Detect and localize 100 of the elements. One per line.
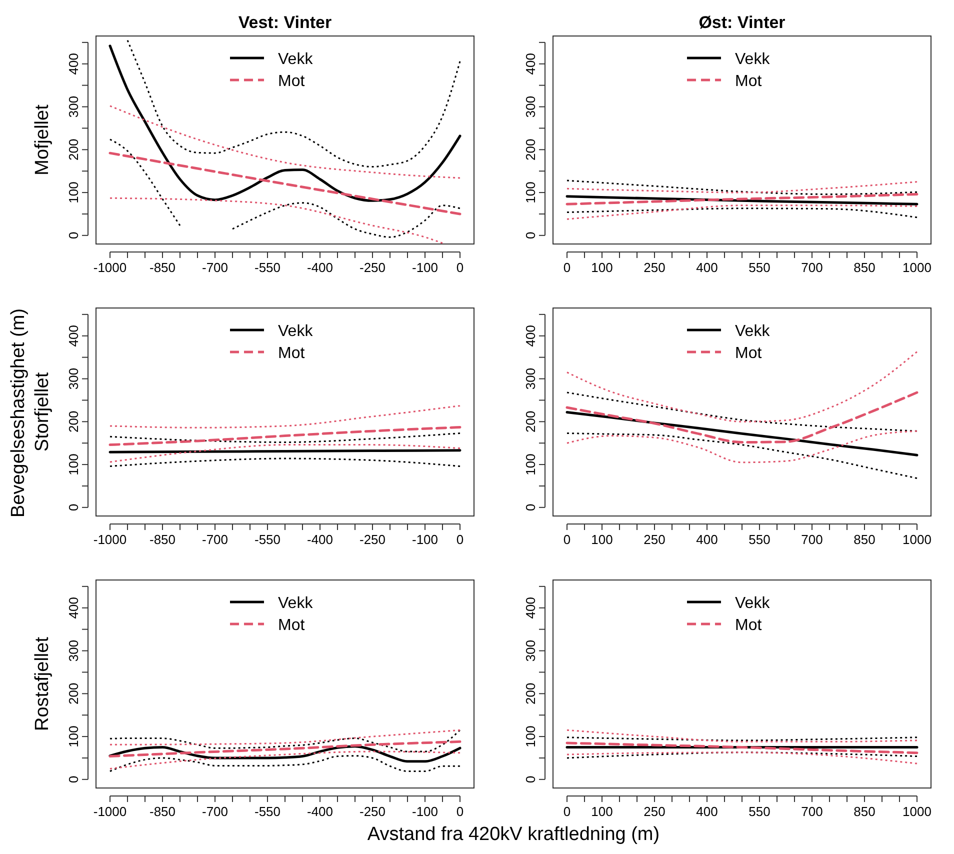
x-tick-label: -550 bbox=[254, 260, 281, 275]
line-series bbox=[126, 40, 461, 168]
y-tick-label: 0 bbox=[66, 776, 81, 784]
line-series bbox=[108, 740, 462, 758]
x-tick-label: 550 bbox=[748, 260, 770, 275]
line-series bbox=[109, 729, 461, 752]
y-tick-label: 200 bbox=[66, 682, 81, 704]
x-tick-label: 0 bbox=[456, 532, 464, 547]
line-series bbox=[566, 392, 918, 432]
chart-title: Vest: Vinter bbox=[238, 13, 332, 32]
x-tick-label: 100 bbox=[591, 532, 613, 547]
x-tick-label: 850 bbox=[854, 260, 876, 275]
legend-label: Vekk bbox=[735, 51, 771, 68]
line-series bbox=[109, 750, 461, 770]
x-tick-label: -700 bbox=[202, 260, 228, 275]
y-tick-label: 400 bbox=[66, 325, 81, 347]
x-tick-label: -850 bbox=[149, 260, 176, 275]
x-tick-label: -1000 bbox=[93, 532, 127, 547]
y-tick-label: 300 bbox=[66, 96, 81, 118]
line-series bbox=[109, 729, 461, 746]
y-axis-title: Mofjellet bbox=[32, 104, 53, 176]
x-tick-label: 250 bbox=[644, 532, 666, 547]
y-tick-label: 300 bbox=[66, 640, 81, 662]
x-tick-label: 400 bbox=[696, 804, 718, 819]
y-tick-label: 200 bbox=[523, 682, 538, 704]
y-tick-label: 300 bbox=[523, 640, 538, 662]
x-tick-label: 0 bbox=[456, 804, 464, 819]
x-tick-label: -400 bbox=[306, 804, 334, 819]
x-tick-label: 1000 bbox=[902, 532, 932, 547]
x-tick-label: 550 bbox=[748, 804, 770, 819]
line-series bbox=[108, 426, 462, 446]
x-tick-label: 700 bbox=[801, 260, 823, 275]
legend-label: Vekk bbox=[735, 595, 771, 612]
y-tick-label: 400 bbox=[523, 53, 538, 75]
legend-label: Mot bbox=[735, 617, 762, 634]
line-series bbox=[566, 208, 918, 218]
line-series bbox=[232, 202, 461, 238]
y-tick-label: 0 bbox=[66, 504, 81, 512]
line-series bbox=[109, 432, 461, 443]
line-series bbox=[566, 432, 918, 480]
line-series bbox=[109, 458, 461, 467]
y-tick-label: 100 bbox=[66, 454, 81, 476]
y-tick-label: 100 bbox=[66, 726, 81, 748]
line-series bbox=[109, 138, 181, 226]
x-tick-label: 700 bbox=[801, 532, 823, 547]
text: Avstand fra 420kV kraftledning (m) bbox=[367, 824, 660, 845]
x-tick-label: -1000 bbox=[93, 804, 127, 819]
y-tick-label: 300 bbox=[66, 368, 81, 390]
x-tick-label: -100 bbox=[412, 532, 438, 547]
x-tick-label: 700 bbox=[801, 804, 823, 819]
x-tick-label: 1000 bbox=[902, 260, 932, 275]
y-tick-label: 0 bbox=[523, 504, 538, 512]
x-tick-label: -850 bbox=[149, 804, 176, 819]
x-tick-label: 250 bbox=[644, 260, 666, 275]
y-tick-label: 0 bbox=[523, 776, 538, 784]
y-axis-title: Rostafjellet bbox=[32, 636, 53, 731]
line-series bbox=[566, 742, 918, 754]
y-tick-label: 400 bbox=[66, 597, 81, 619]
y-axis-title: Storfjellet bbox=[32, 372, 53, 452]
y-tick-label: 100 bbox=[523, 182, 538, 204]
x-tick-label: -250 bbox=[359, 532, 386, 547]
y-tick-label: 400 bbox=[66, 53, 81, 75]
line-series bbox=[109, 405, 461, 428]
x-tick-label: -400 bbox=[306, 532, 334, 547]
y-tick-label: 100 bbox=[523, 726, 538, 748]
x-tick-label: -850 bbox=[149, 532, 176, 547]
y-tick-label: 0 bbox=[66, 232, 81, 240]
x-tick-label: 100 bbox=[591, 804, 613, 819]
line-series bbox=[108, 44, 462, 202]
x-tick-label: 550 bbox=[748, 532, 770, 547]
line-series bbox=[109, 444, 461, 463]
x-tick-label: -250 bbox=[359, 260, 386, 275]
x-tick-label: 0 bbox=[563, 260, 571, 275]
text: Bevegelseshastighet (m) bbox=[8, 308, 29, 518]
y-tick-label: 400 bbox=[523, 597, 538, 619]
line-series bbox=[566, 752, 918, 764]
line-series bbox=[566, 430, 918, 464]
y-tick-label: 400 bbox=[523, 325, 538, 347]
x-tick-label: 0 bbox=[456, 260, 464, 275]
x-tick-label: 1000 bbox=[902, 804, 932, 819]
y-tick-label: 200 bbox=[66, 138, 81, 160]
x-tick-label: 0 bbox=[563, 804, 571, 819]
y-tick-label: 100 bbox=[66, 182, 81, 204]
y-tick-label: 300 bbox=[523, 96, 538, 118]
line-series bbox=[109, 197, 444, 244]
line-series bbox=[566, 391, 918, 444]
x-tick-label: 100 bbox=[591, 260, 613, 275]
x-tick-label: -550 bbox=[254, 804, 281, 819]
line-series bbox=[566, 729, 918, 742]
legend-label: Vekk bbox=[278, 51, 314, 68]
x-tick-label: 850 bbox=[854, 804, 876, 819]
y-tick-label: 300 bbox=[523, 368, 538, 390]
line-series bbox=[109, 755, 461, 772]
x-tick-label: -400 bbox=[306, 260, 334, 275]
x-tick-label: 850 bbox=[854, 532, 876, 547]
x-tick-label: 250 bbox=[644, 804, 666, 819]
legend-label: Mot bbox=[278, 73, 306, 90]
legend-label: Vekk bbox=[278, 323, 314, 340]
legend-label: Mot bbox=[278, 345, 306, 362]
x-tick-label: -550 bbox=[254, 532, 281, 547]
